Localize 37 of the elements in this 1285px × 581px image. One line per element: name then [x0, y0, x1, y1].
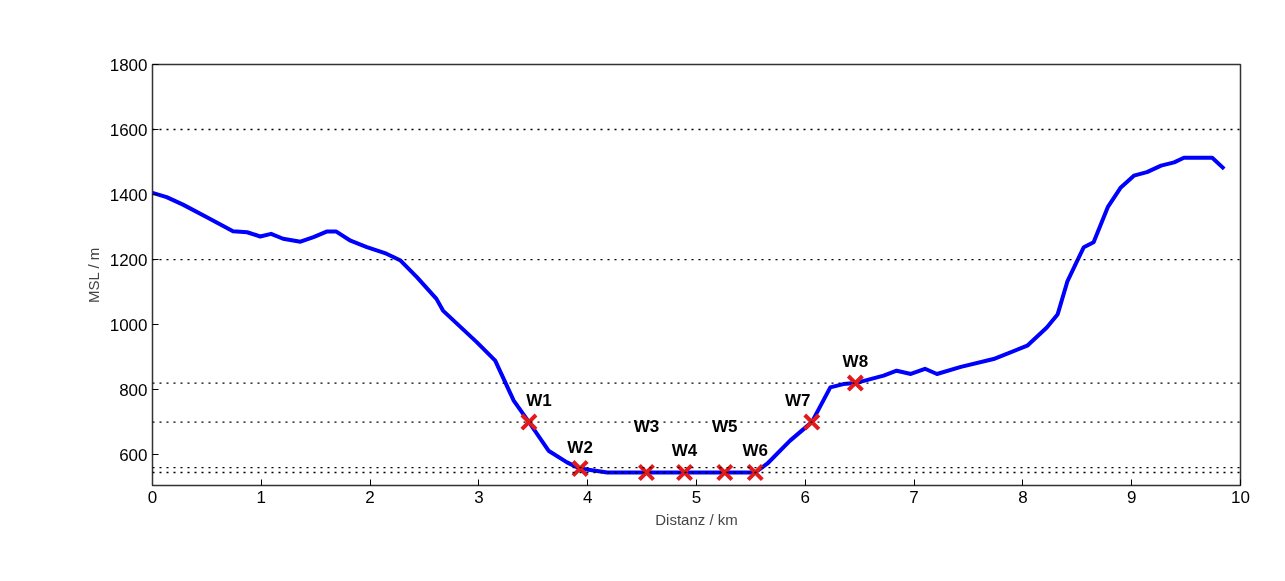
annotation: W5 — [712, 417, 738, 437]
x-tick-label: 1 — [256, 487, 267, 507]
y-tick-label: 1000 — [109, 315, 148, 335]
line-series — [152, 155, 1227, 475]
x-tick-label: 3 — [474, 487, 484, 507]
point — [637, 463, 656, 482]
x-tick-label: 2 — [365, 487, 375, 507]
x-tick-label: 6 — [800, 487, 811, 507]
y-tick-label: 600 — [119, 445, 148, 465]
x-axis-title: Distanz / km — [655, 510, 738, 528]
annotation: W4 — [671, 441, 698, 461]
x-tick-label: 9 — [1126, 487, 1137, 507]
x-tick-label: 8 — [1018, 487, 1028, 507]
x-tick-label: 5 — [691, 487, 702, 507]
y-tick-label: 1600 — [109, 120, 148, 140]
annotation: W3 — [633, 417, 660, 437]
y-tick-label: 1800 — [109, 55, 148, 75]
annotation: W2 — [567, 437, 593, 457]
x-tick-label: 7 — [909, 487, 919, 507]
y-tick-label: 1200 — [109, 250, 148, 270]
y-tick-label: 1400 — [109, 185, 148, 205]
y-tick-label: 800 — [119, 380, 148, 400]
x-tick-label: 0 — [147, 487, 158, 507]
x-tick-label: 10 — [1231, 487, 1250, 507]
point — [571, 459, 590, 478]
annotation: W8 — [842, 352, 869, 372]
point — [519, 413, 539, 432]
x-tick-label: 4 — [582, 487, 593, 507]
point — [846, 374, 865, 393]
annotation: W7 — [785, 391, 811, 411]
annotation: W1 — [526, 391, 552, 411]
annotation: W6 — [742, 441, 768, 461]
point — [675, 463, 694, 482]
point — [715, 463, 734, 482]
point — [802, 413, 821, 432]
point — [746, 463, 765, 482]
y-axis-title: MSL / m — [84, 247, 102, 303]
